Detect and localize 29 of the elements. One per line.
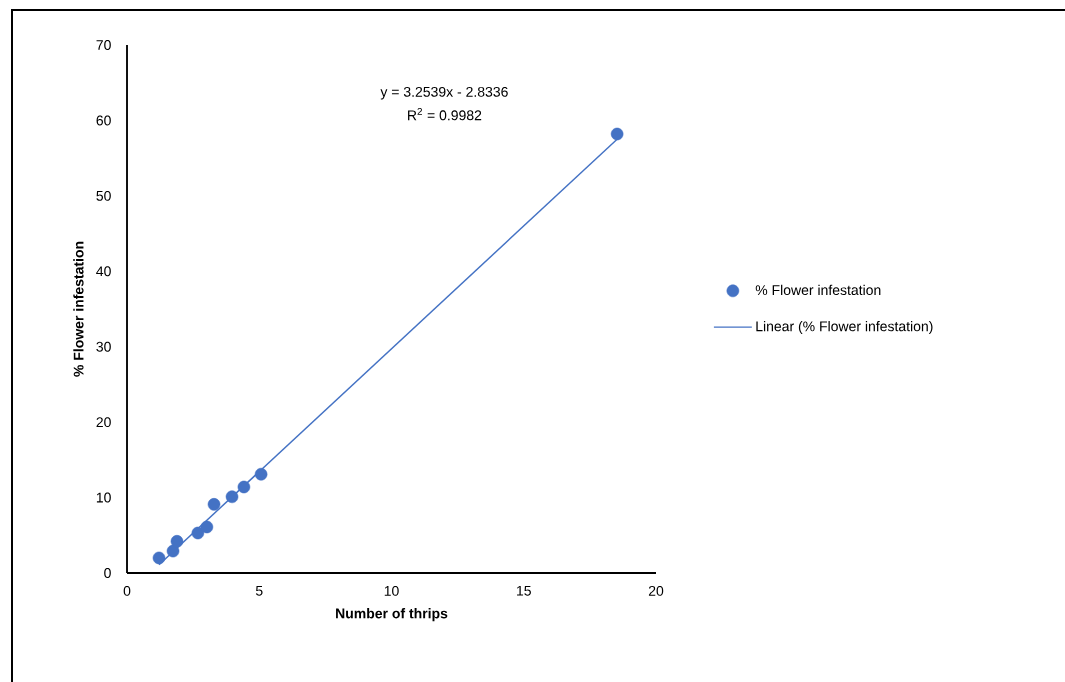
y-tick-label: 0 — [104, 568, 111, 578]
y-tick-label: 30 — [96, 341, 111, 352]
y-tick-label: 70 — [96, 40, 111, 50]
point — [254, 467, 268, 481]
point — [166, 544, 180, 558]
x-tick-label: 20 — [648, 585, 664, 596]
point — [207, 498, 221, 511]
x-axis-title: Number of thrips — [336, 608, 448, 622]
point — [191, 526, 205, 540]
point — [170, 535, 184, 548]
point — [237, 480, 251, 494]
point — [200, 520, 214, 534]
annotation: y = 3.2539x - 2.8336 — [380, 86, 508, 100]
y-tick-label: 10 — [96, 492, 111, 503]
annotation: R$^{2}$ = 0.9982 — [408, 108, 482, 121]
x-tick-label: 10 — [384, 585, 399, 596]
y-tick-label: 50 — [96, 190, 111, 201]
x-tick-label: 15 — [517, 585, 531, 596]
y-tick-label: 60 — [96, 115, 111, 126]
point — [152, 551, 166, 565]
x-tick-label: 5 — [255, 585, 263, 596]
y-tick-label: 20 — [96, 417, 111, 428]
legend-label: Linear (% Flower infestation) — [756, 321, 933, 335]
point — [610, 127, 624, 141]
point — [225, 490, 239, 504]
y-tick-label: 40 — [96, 266, 111, 277]
y-axis-title: % Flower infestation — [73, 241, 84, 377]
legend-label: % Flower infestation — [755, 284, 881, 296]
x-tick-label: 0 — [123, 585, 131, 596]
